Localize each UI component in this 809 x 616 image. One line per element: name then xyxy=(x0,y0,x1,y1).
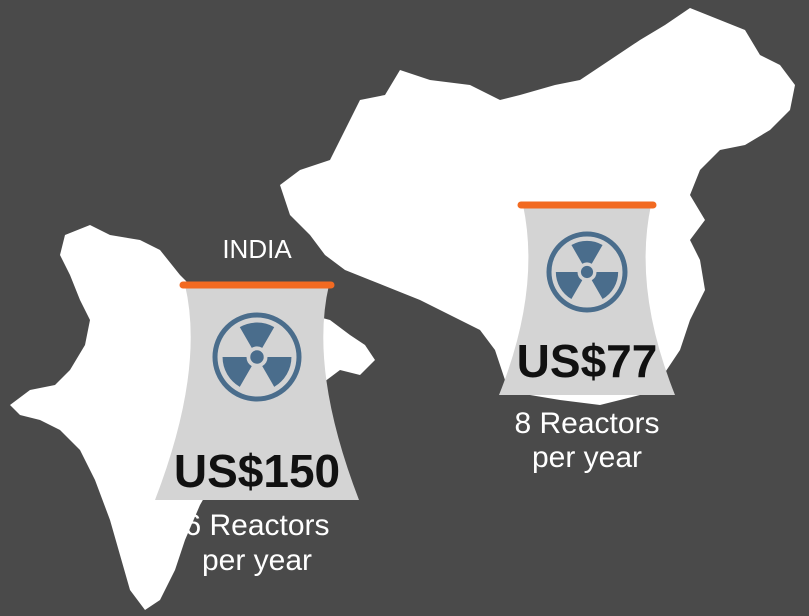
radiation-icon-blade xyxy=(591,272,619,299)
reactor-caption: per year xyxy=(202,544,312,577)
radiation-icon-blade xyxy=(262,357,292,387)
reactor-caption: 6 Reactors xyxy=(184,509,329,542)
radiation-icon-blade xyxy=(555,272,583,299)
cooling-tower xyxy=(155,285,359,500)
radiation-icon-ring xyxy=(546,231,628,313)
country-label: INDIA xyxy=(222,234,292,264)
reactor-caption: per year xyxy=(532,441,642,474)
radiation-icon-center xyxy=(250,350,264,364)
radiation-icon-blade xyxy=(222,357,252,387)
cooling-tower xyxy=(499,205,675,395)
reactor-caption: 8 Reactors xyxy=(514,407,659,440)
radiation-icon-blade xyxy=(571,240,603,264)
radiation-icon-blade xyxy=(239,322,275,348)
radiation-icon-ring xyxy=(212,312,302,402)
country-label: CHINA xyxy=(547,164,629,194)
cost-label: US$150 xyxy=(174,445,340,497)
radiation-icon-center xyxy=(580,265,594,279)
cost-label: US$77 xyxy=(517,335,658,387)
